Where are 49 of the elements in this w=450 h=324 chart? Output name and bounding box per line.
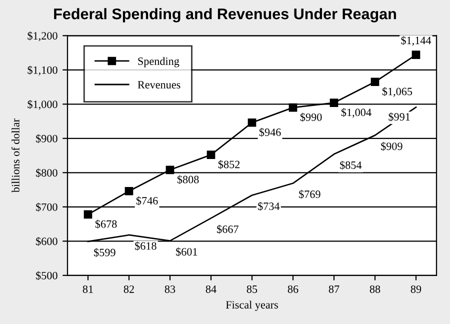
point <box>84 210 92 219</box>
y-tick-label: $800 <box>36 168 58 178</box>
legend-label: Spending <box>138 57 180 68</box>
x-axis-title: Fiscal years <box>226 300 278 311</box>
data-label: $618 <box>135 242 156 250</box>
point <box>124 186 134 196</box>
data-label: $946 <box>259 128 281 137</box>
y-tick-label: $600 <box>36 236 58 246</box>
x-tick-label: 82 <box>124 285 134 293</box>
point <box>288 103 298 112</box>
x-tick-label: 84 <box>206 285 216 293</box>
x-tick-label: 83 <box>164 285 176 293</box>
x-tick-label: 81 <box>82 285 93 293</box>
x-tick-label: 88 <box>370 285 380 293</box>
y-tick-label: $900 <box>36 134 58 144</box>
point <box>330 98 338 107</box>
data-label: $1,144 <box>401 36 432 46</box>
x-tick-label: 89 <box>410 285 422 293</box>
x-tick-label: 87 <box>328 285 340 293</box>
data-label: $808 <box>177 175 199 184</box>
data-label: $678 <box>95 220 117 229</box>
x-tick-label: 86 <box>288 285 298 293</box>
x-tick-label: 85 <box>246 285 258 293</box>
legend-label: Revenues <box>138 81 180 88</box>
y-tick-label: $1,200 <box>28 31 58 42</box>
point <box>370 78 380 86</box>
data-label: $852 <box>218 160 240 169</box>
data-label: $599 <box>94 248 116 257</box>
y-tick-label: $1,000 <box>28 100 58 110</box>
chart-title: Federal Spending and Revenues Under Reagan <box>54 8 396 22</box>
y-tick-label: $1,100 <box>28 66 58 76</box>
data-label: $734 <box>258 202 280 211</box>
data-label: $601 <box>176 247 198 256</box>
data-label: $746 <box>136 196 158 206</box>
point <box>166 166 174 174</box>
data-label: $991 <box>388 112 410 122</box>
data-label: $854 <box>340 160 362 170</box>
point <box>248 118 256 127</box>
data-label: $1,004 <box>341 108 372 118</box>
data-label: $667 <box>217 224 238 234</box>
point <box>206 150 216 159</box>
data-label: $769 <box>299 190 320 199</box>
point <box>412 50 420 59</box>
data-label: $990 <box>300 112 322 122</box>
y-tick-label: $700 <box>36 202 58 212</box>
data-label: $1,065 <box>382 87 412 97</box>
y-axis-title: billions of dollar <box>11 118 20 193</box>
y-tick-label: $500 <box>36 271 58 280</box>
data-label: $909 <box>381 142 402 151</box>
